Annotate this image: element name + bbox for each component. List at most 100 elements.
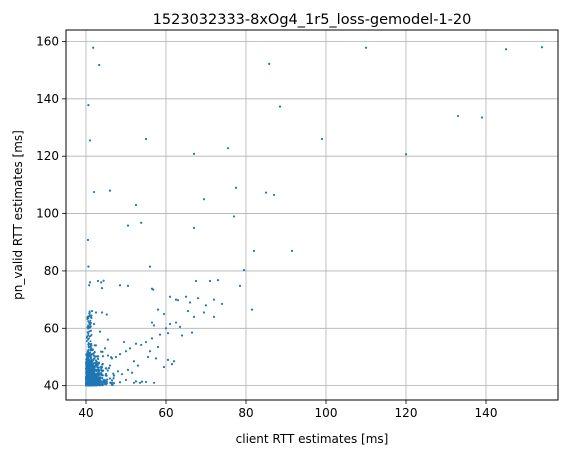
- data-point: [134, 342, 138, 345]
- data-point: [92, 359, 95, 362]
- data-point: [86, 359, 89, 362]
- data-point: [87, 382, 90, 385]
- data-point: [124, 350, 128, 353]
- data-point: [174, 321, 178, 324]
- data-point: [320, 137, 324, 141]
- data-point: [88, 325, 91, 328]
- data-point: [94, 373, 97, 376]
- data-point: [166, 358, 170, 361]
- data-point: [90, 359, 93, 362]
- data-point: [87, 320, 90, 323]
- x-tick-label: 120: [395, 406, 418, 420]
- data-point: [180, 334, 184, 337]
- data-point: [88, 281, 92, 284]
- data-point: [176, 299, 180, 302]
- data-point: [456, 114, 460, 118]
- data-point: [90, 353, 93, 356]
- data-point: [86, 331, 89, 334]
- data-point: [85, 377, 88, 380]
- data-point: [178, 325, 182, 328]
- data-point: [126, 368, 130, 371]
- data-point: [118, 381, 122, 384]
- data-point: [480, 116, 484, 119]
- data-point: [114, 355, 118, 359]
- data-point: [144, 137, 148, 141]
- data-point: [89, 314, 92, 317]
- data-point: [89, 321, 92, 324]
- data-point: [110, 379, 114, 382]
- data-point: [154, 357, 158, 360]
- data-point: [88, 139, 92, 142]
- data-point: [166, 332, 170, 335]
- data-point: [92, 190, 96, 194]
- data-point: [97, 366, 100, 369]
- data-point: [85, 357, 88, 360]
- data-point: [103, 347, 107, 350]
- data-point: [164, 327, 168, 330]
- data-point: [86, 335, 89, 338]
- data-point: [92, 46, 95, 49]
- data-point: [101, 381, 104, 384]
- data-point: [220, 302, 224, 306]
- data-point: [86, 238, 90, 242]
- data-point: [162, 312, 166, 316]
- data-point: [134, 380, 138, 383]
- data-point: [110, 356, 113, 359]
- data-point: [92, 322, 96, 326]
- data-point: [130, 371, 134, 374]
- data-point: [118, 284, 122, 287]
- data-point: [100, 287, 104, 290]
- data-point: [96, 279, 100, 283]
- data-point: [126, 224, 130, 227]
- data-point: [194, 279, 198, 283]
- data-point: [87, 352, 90, 355]
- data-point: [86, 326, 89, 329]
- data-point: [89, 319, 92, 322]
- data-point: [87, 317, 90, 320]
- data-point: [93, 368, 96, 372]
- data-point: [112, 372, 115, 375]
- data-point: [107, 366, 111, 370]
- x-tick-label: 100: [315, 406, 338, 420]
- y-tick-label: 60: [44, 321, 59, 335]
- data-point: [208, 279, 212, 283]
- data-point: [98, 369, 101, 372]
- data-points: [85, 46, 544, 387]
- data-point: [232, 215, 236, 218]
- data-point: [87, 343, 90, 346]
- data-point: [156, 345, 160, 349]
- data-point: [146, 355, 150, 359]
- data-point: [99, 373, 103, 376]
- data-point: [103, 382, 106, 385]
- data-point: [105, 372, 108, 376]
- data-point: [192, 152, 196, 156]
- data-point: [101, 355, 105, 358]
- data-point: [86, 381, 89, 384]
- data-point: [92, 378, 95, 381]
- data-point: [140, 380, 144, 383]
- data-point: [204, 304, 208, 307]
- axis-ticks: 40 60 80 100 120 140 40 60 80 100 120 140 160: [36, 34, 497, 420]
- data-point: [90, 329, 93, 332]
- data-point: [152, 324, 156, 327]
- data-point: [290, 249, 294, 252]
- y-tick-label: 80: [44, 264, 59, 278]
- data-point: [101, 363, 104, 366]
- data-point: [87, 356, 90, 359]
- data-point: [184, 295, 188, 298]
- data-point: [99, 350, 103, 353]
- data-point: [90, 347, 93, 350]
- data-point: [132, 381, 136, 384]
- data-point: [504, 48, 508, 51]
- data-point: [89, 377, 92, 380]
- data-point: [140, 343, 143, 347]
- data-point: [540, 46, 544, 49]
- data-point: [88, 323, 91, 326]
- data-point: [156, 308, 160, 311]
- data-point: [88, 374, 91, 377]
- data-point: [88, 364, 91, 367]
- data-point: [87, 104, 90, 107]
- data-point: [102, 379, 105, 383]
- data-point: [252, 249, 256, 252]
- data-point: [174, 298, 178, 301]
